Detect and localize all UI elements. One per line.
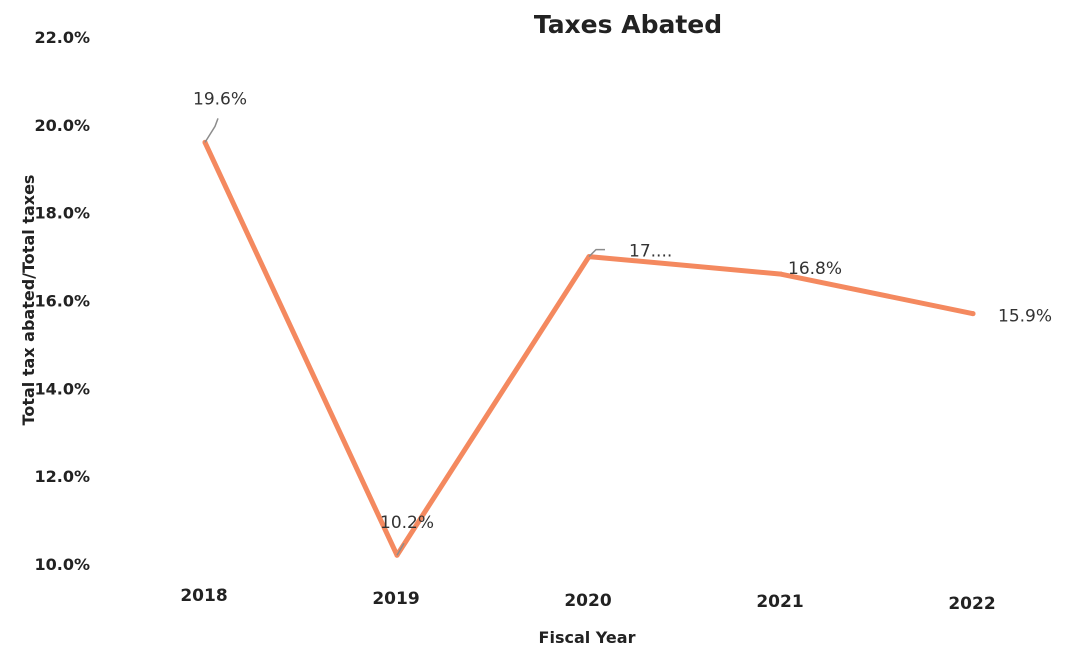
leader-line (204, 118, 219, 143)
y-tick-label: 22.0% (34, 28, 90, 47)
data-label: 19.6% (193, 89, 247, 109)
leader-line (396, 542, 405, 556)
series-group (202, 139, 976, 558)
leader-line (588, 248, 605, 258)
y-tick-label: 12.0% (34, 467, 90, 486)
y-tick-label: 20.0% (34, 116, 90, 135)
x-tick-label: 2020 (564, 591, 611, 611)
y-axis-label: Total tax abated/Total taxes (19, 175, 38, 426)
y-tick-label: 10.0% (34, 555, 90, 574)
x-axis-ticks: 2018 2019 2020 2021 2022 (180, 586, 995, 614)
data-label: 10.2% (380, 513, 434, 533)
y-tick-label: 18.0% (34, 204, 90, 223)
x-tick-label: 2019 (372, 589, 419, 609)
x-tick-label: 2018 (180, 586, 227, 606)
y-axis-ticks: 10.0% 12.0% 14.0% 16.0% 18.0% 20.0% 22.0% (34, 28, 90, 574)
data-label: 17.... (629, 242, 672, 262)
data-point (778, 271, 784, 277)
series-line (202, 139, 976, 558)
chart-title: Taxes Abated (534, 10, 722, 39)
x-tick-label: 2021 (756, 592, 803, 612)
data-labels: 19.6% 10.2% 17.... 16.8% 15.9% (193, 89, 1052, 556)
data-label: 16.8% (788, 259, 842, 279)
y-tick-label: 16.0% (34, 292, 90, 311)
x-tick-label: 2022 (948, 594, 995, 614)
data-point (970, 311, 976, 317)
data-label: 15.9% (998, 307, 1052, 327)
x-axis-label: Fiscal Year (539, 628, 636, 647)
y-tick-label: 14.0% (34, 379, 90, 398)
